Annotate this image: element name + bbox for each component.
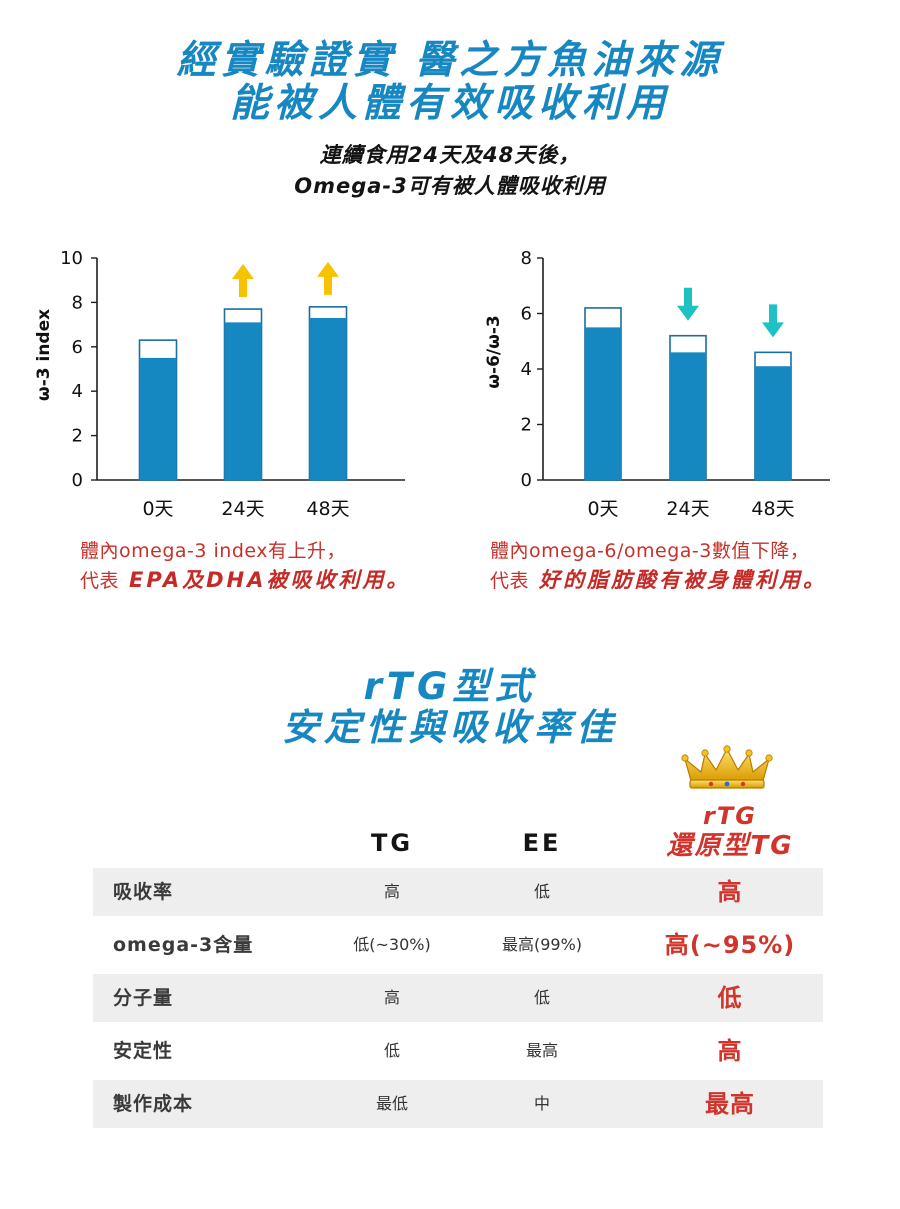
table-row: 分子量 高 低 低 [93,974,823,1022]
table-row: omega-3含量 低(~30%) 最高(99%) 高(~95%) [93,921,823,969]
y-tick-label: 0 [72,470,83,491]
x-tick-label: 48天 [751,498,794,520]
section-title-line-1: rTG型式 [363,665,537,708]
ee-value: 最高 [525,1041,558,1060]
y-tick-label: 2 [521,415,532,436]
rtg-value: 最高 [705,1090,755,1118]
rtg-value: 低 [717,984,743,1012]
row-label: 安定性 [113,1040,174,1062]
right-chart-caption-line-2: 代表 好的脂肪酸有被身體利用。 [490,567,827,594]
omega3-index-chart: 0 2 4 6 8 10 ω-3 index 0天 24天 48天 [34,248,405,520]
row-label: 製作成本 [113,1093,194,1115]
section-title-line-2: 安定性與吸收率佳 [282,706,618,749]
x-tick-label: 24天 [666,498,709,520]
rtg-value: 高 [717,1037,743,1065]
tg-value: 最低 [375,1094,408,1113]
rtg-column-header-line-2: 還原型TG [666,831,794,861]
rtg-column-header-line-1: rTG [703,802,757,830]
up-arrow-icon [317,261,339,295]
ee-value: 低 [533,882,550,901]
bar [670,352,706,480]
omega6-omega3-ratio-chart: 0 2 4 6 8 ω-6/ω-3 0天 24天 48天 [484,248,830,520]
down-arrow-icon [677,287,699,321]
y-tick-label: 2 [72,426,83,447]
y-tick-label: 10 [60,248,83,269]
table-row: 安定性 低 最高 高 [93,1027,823,1075]
x-tick-label: 0天 [142,498,173,520]
bar [224,322,262,480]
subheadline-line-1: 連續食用24天及48天後， [319,143,581,167]
subheadline-line-2: Omega-3可有被人體吸收利用 [294,174,606,198]
up-arrow-icon [232,264,254,298]
y-tick-label: 6 [521,304,532,325]
x-tick-label: 0天 [587,498,618,520]
comparison-table: 吸收率 高 低 高 omega-3含量 低(~30%) 最高(99%) 高(~9… [93,868,823,1133]
headline-line-1: 經實驗證實 醫之方魚油來源 [176,38,724,83]
right-chart-caption-line-1: 體內omega-6/omega-3數值下降， [490,540,810,562]
row-label: omega-3含量 [113,934,254,956]
bar [309,317,347,480]
caption-prefix: 代表 [490,570,530,592]
table-row: 吸收率 高 低 高 [93,868,823,916]
x-tick-label: 24天 [221,498,264,520]
y-axis-label: ω-6/ω-3 [484,315,504,389]
y-tick-label: 4 [72,381,83,402]
table-row: 製作成本 最低 中 最高 [93,1080,823,1128]
bar [585,327,621,480]
tg-value: 低 [383,1041,400,1060]
tg-value: 低(~30%) [353,935,431,954]
left-chart-caption-line-1: 體內omega-3 index有上升， [80,540,346,562]
y-tick-label: 0 [521,470,532,491]
y-tick-label: 6 [72,337,83,358]
ee-value: 低 [533,988,550,1007]
y-tick-label: 8 [521,248,532,269]
tg-value: 高 [383,882,400,901]
caption-emphasis: EPA及DHA被吸收利用。 [129,568,411,592]
tg-value: 高 [383,988,400,1007]
bar [139,357,177,480]
y-tick-label: 8 [72,292,83,313]
y-axis-label: ω-3 index [34,309,54,401]
rtg-value: 高 [717,878,743,906]
down-arrow-icon [762,304,784,338]
x-tick-label: 48天 [306,498,349,520]
row-label: 吸收率 [113,881,174,903]
caption-prefix: 代表 [80,570,120,592]
row-label: 分子量 [113,987,174,1009]
left-chart-caption-line-2: 代表 EPA及DHA被吸收利用。 [80,567,410,594]
crown-icon [681,745,773,789]
tg-column-header: TG [370,829,414,857]
y-tick-label: 4 [521,359,532,380]
bar [755,366,791,480]
ee-value: 中 [533,1094,550,1113]
rtg-value: 高(~95%) [664,931,796,959]
ee-column-header: EE [522,829,562,857]
caption-emphasis: 好的脂肪酸有被身體利用。 [539,568,828,592]
headline-line-2: 能被人體有效吸收利用 [229,81,670,126]
ee-value: 最高(99%) [501,935,583,954]
